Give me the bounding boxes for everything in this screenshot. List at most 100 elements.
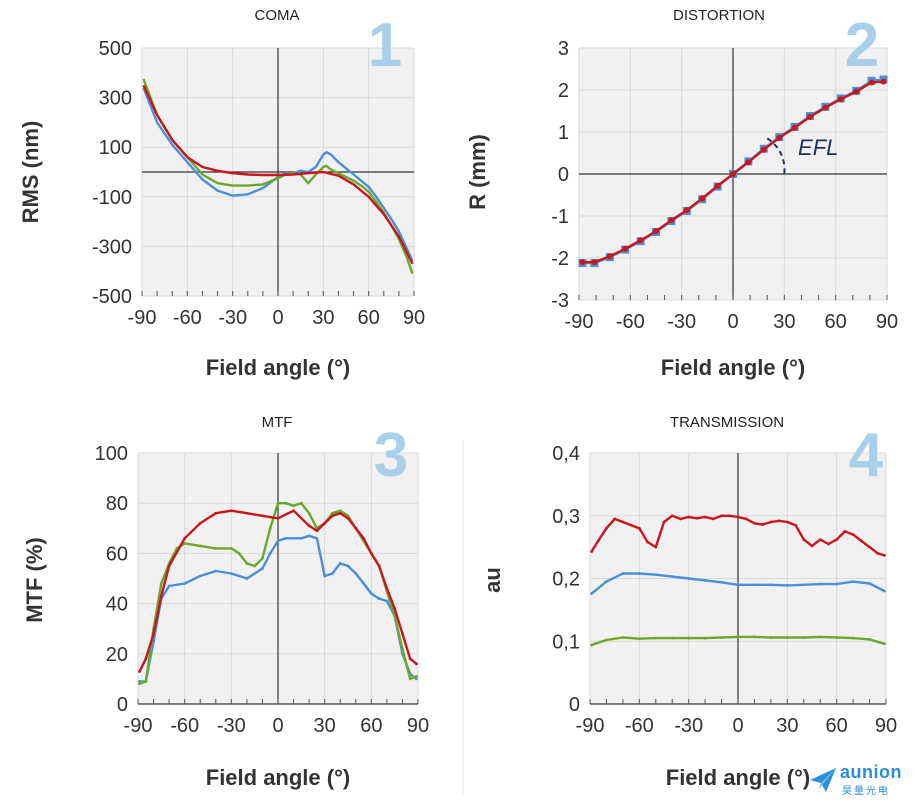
data-point-circle bbox=[668, 217, 675, 224]
data-point bbox=[245, 511, 249, 515]
logo-subtext: 昊量光电 bbox=[842, 786, 890, 797]
x-tick-label: 60 bbox=[825, 311, 847, 333]
x-tick-label: -60 bbox=[170, 715, 199, 737]
data-point bbox=[859, 539, 863, 543]
y-tick-label: 0 bbox=[117, 694, 128, 716]
data-point bbox=[214, 569, 218, 573]
data-point bbox=[736, 635, 740, 639]
data-point bbox=[276, 516, 280, 520]
data-point bbox=[605, 580, 608, 584]
data-point-circle bbox=[853, 88, 860, 95]
y-tick-label: 2 bbox=[558, 80, 569, 102]
x-tick-label: -30 bbox=[674, 715, 703, 737]
y-axis-label: MTF (%) bbox=[22, 537, 47, 623]
data-point bbox=[876, 552, 880, 555]
data-point bbox=[851, 533, 855, 536]
data-point bbox=[284, 536, 288, 540]
data-point bbox=[393, 614, 397, 618]
data-point bbox=[214, 511, 218, 515]
data-point bbox=[679, 517, 682, 521]
data-point bbox=[401, 632, 404, 636]
data-point bbox=[882, 553, 886, 557]
data-point bbox=[590, 643, 594, 647]
data-point bbox=[152, 632, 155, 636]
data-point bbox=[261, 514, 264, 518]
data-point bbox=[331, 511, 334, 515]
paper-plane-icon bbox=[810, 768, 836, 792]
data-point-circle bbox=[591, 259, 598, 266]
x-tick-label: -90 bbox=[576, 715, 605, 737]
data-point bbox=[354, 526, 358, 530]
data-point bbox=[167, 584, 171, 588]
y-tick-label: 100 bbox=[99, 137, 132, 159]
chart-title: COMA bbox=[255, 7, 300, 24]
data-point bbox=[753, 635, 756, 639]
data-point bbox=[307, 524, 311, 528]
data-point bbox=[385, 599, 389, 603]
data-point bbox=[687, 636, 691, 640]
data-point bbox=[835, 582, 839, 586]
x-tick-label: 30 bbox=[312, 307, 334, 329]
data-point bbox=[159, 582, 163, 585]
data-point bbox=[590, 592, 594, 595]
data-point bbox=[393, 607, 397, 611]
series-line-red bbox=[138, 509, 418, 672]
data-point bbox=[292, 504, 295, 508]
data-point bbox=[138, 682, 141, 686]
data-point bbox=[802, 583, 806, 587]
data-point bbox=[818, 538, 822, 541]
x-axis-label: Field angle (°) bbox=[206, 355, 350, 380]
data-point bbox=[882, 642, 886, 646]
data-point-circle bbox=[622, 245, 629, 252]
series-line-blue bbox=[142, 87, 414, 262]
data-point bbox=[299, 501, 303, 505]
data-point bbox=[144, 657, 148, 661]
x-tick-label: 0 bbox=[732, 715, 743, 737]
y-tick-label: 0,4 bbox=[552, 443, 580, 465]
data-point bbox=[695, 516, 699, 520]
data-point bbox=[276, 501, 280, 505]
y-axis-label: R (mm) bbox=[465, 134, 490, 210]
data-point bbox=[777, 519, 781, 523]
x-tick-label: 60 bbox=[360, 715, 382, 737]
data-point bbox=[711, 517, 715, 521]
y-tick-label: -100 bbox=[92, 187, 132, 209]
data-point bbox=[299, 536, 303, 540]
x-tick-label: 90 bbox=[407, 715, 429, 737]
data-point bbox=[198, 521, 202, 525]
y-tick-label: 20 bbox=[106, 644, 128, 666]
data-point bbox=[338, 562, 342, 565]
data-point bbox=[276, 539, 280, 543]
y-axis-label: RMS (nm) bbox=[18, 121, 43, 224]
data-point bbox=[720, 514, 723, 518]
y-tick-label: -3 bbox=[551, 290, 569, 312]
x-tick-label: 30 bbox=[776, 715, 798, 737]
y-tick-label: 0,2 bbox=[552, 569, 580, 591]
data-point bbox=[245, 562, 249, 565]
data-point bbox=[284, 501, 288, 505]
data-point bbox=[354, 572, 358, 575]
x-axis-label: Field angle (°) bbox=[661, 355, 805, 380]
x-tick-label: -60 bbox=[173, 307, 202, 329]
data-point bbox=[323, 521, 327, 525]
data-point-circle bbox=[714, 182, 721, 189]
x-tick-label: 30 bbox=[773, 311, 795, 333]
data-point bbox=[605, 638, 608, 642]
data-point-circle bbox=[760, 146, 767, 153]
logo-text: aunion bbox=[840, 762, 902, 782]
data-point bbox=[769, 520, 773, 524]
panel-number: 3 bbox=[374, 421, 408, 490]
data-point bbox=[307, 511, 311, 515]
series-line-red bbox=[142, 84, 414, 265]
data-point bbox=[654, 573, 658, 577]
data-point bbox=[720, 636, 723, 639]
data-point-circle bbox=[807, 113, 813, 120]
data-point bbox=[736, 583, 740, 587]
chart-title: DISTORTION bbox=[673, 7, 765, 24]
data-point bbox=[687, 577, 691, 580]
data-point bbox=[637, 637, 641, 641]
data-point bbox=[843, 530, 847, 533]
data-point bbox=[346, 516, 350, 520]
data-point bbox=[827, 542, 830, 546]
data-point bbox=[415, 674, 418, 678]
